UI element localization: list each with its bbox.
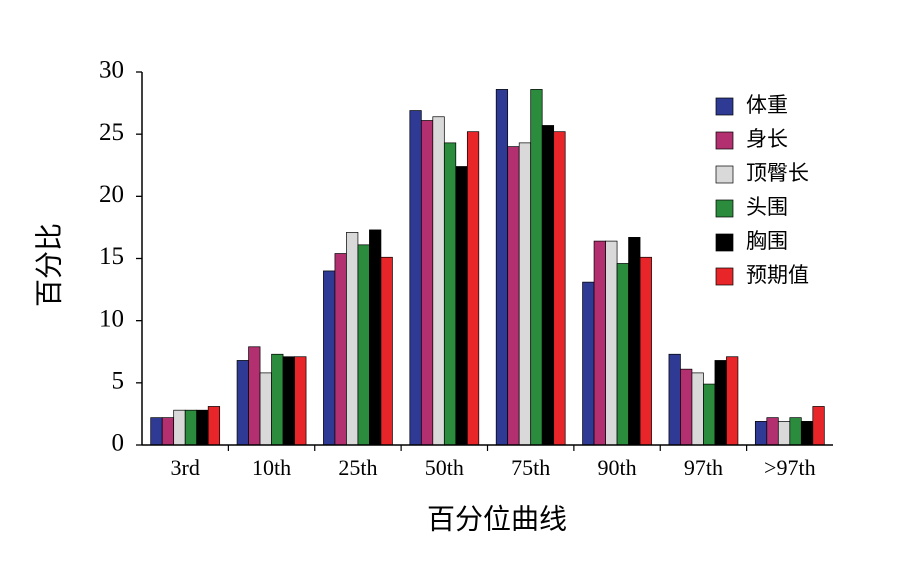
legend-swatch	[715, 165, 734, 184]
y-tick-label: 20	[99, 181, 124, 208]
bar	[628, 237, 641, 446]
bar	[196, 409, 209, 446]
bar	[294, 356, 307, 446]
y-tick-label: 10	[99, 305, 124, 332]
bar	[236, 360, 249, 446]
bar	[259, 372, 272, 446]
x-tick-label: 75th	[511, 455, 550, 480]
x-tick-label: >97th	[764, 455, 816, 480]
y-axis-title: 百分比	[33, 223, 65, 307]
bar	[582, 281, 595, 446]
y-tick-label: 15	[99, 243, 124, 270]
x-tick-label: 90th	[598, 455, 637, 480]
y-tick-label: 0	[112, 430, 125, 457]
bar	[541, 125, 555, 446]
bar	[409, 110, 422, 446]
bar	[346, 232, 359, 446]
legend-swatch	[715, 97, 734, 116]
legend-label: 体重	[746, 93, 788, 117]
bar	[323, 270, 336, 446]
bar	[605, 240, 618, 446]
y-tick-label: 25	[99, 119, 124, 146]
legend-swatch	[715, 233, 734, 252]
bar	[161, 417, 175, 446]
bar	[530, 89, 543, 446]
legend-swatch	[715, 199, 734, 218]
bar	[282, 356, 295, 446]
bar	[726, 356, 739, 446]
legend-label: 头围	[746, 195, 788, 219]
bar	[173, 409, 186, 446]
x-tick-label: 25th	[338, 455, 377, 480]
bar	[518, 142, 532, 446]
bar	[495, 89, 509, 446]
bar	[380, 256, 393, 446]
bar	[789, 417, 802, 446]
bar	[443, 142, 457, 446]
bar	[593, 240, 606, 446]
y-tick-label: 30	[99, 57, 124, 84]
bar	[766, 417, 779, 446]
legend-label: 预期值	[746, 263, 809, 287]
legend-label: 身长	[746, 127, 788, 151]
x-axis-title: 百分位曲线	[427, 503, 567, 535]
bar	[334, 253, 347, 446]
legend-label: 顶臀长	[746, 161, 809, 185]
bar	[553, 131, 566, 446]
x-tick-label: 3rd	[171, 455, 200, 480]
bar	[248, 346, 261, 446]
bar	[800, 421, 814, 446]
bar	[668, 353, 681, 446]
bar	[420, 120, 434, 446]
bar	[432, 116, 445, 446]
bar	[357, 244, 370, 446]
bar	[680, 368, 693, 446]
bar	[369, 229, 382, 446]
bar	[184, 409, 198, 446]
bar	[812, 406, 825, 446]
bar	[507, 146, 520, 446]
bar	[754, 421, 768, 446]
bar	[691, 372, 704, 446]
y-tick-label: 5	[112, 368, 125, 395]
bar	[777, 421, 791, 446]
legend-label: 胸围	[746, 229, 788, 253]
bar	[714, 360, 727, 446]
bar	[616, 263, 629, 446]
bar	[466, 131, 480, 446]
x-tick-label: 10th	[252, 455, 291, 480]
legend-swatch	[715, 267, 734, 286]
bar	[271, 353, 284, 446]
legend-swatch	[715, 131, 734, 150]
x-tick-label: 50th	[425, 455, 464, 480]
bar	[455, 166, 468, 446]
bar	[207, 406, 221, 446]
bar	[150, 417, 163, 446]
x-tick-label: 97th	[684, 455, 723, 480]
bar	[703, 383, 716, 446]
bar	[639, 256, 652, 446]
